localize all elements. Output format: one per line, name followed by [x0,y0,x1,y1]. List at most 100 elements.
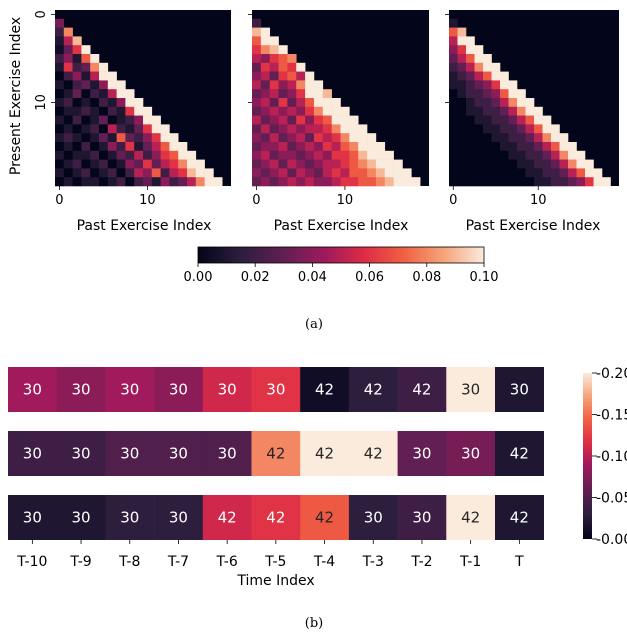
heatmap-cell [525,168,535,178]
heatmap-cell [474,54,484,64]
heatmap-cell [457,150,467,160]
heatmap-cell [99,89,109,99]
heatmap-cell [508,159,518,169]
heatmap-cell [517,89,526,99]
heatmap-cell [143,133,153,143]
heatmap-cell [187,168,197,178]
heatmap-cell [313,142,324,152]
heatmap-cell [278,124,288,134]
heatmap-cell [260,98,270,108]
heatmap-cell [252,177,262,187]
heatmap-cell [340,115,350,125]
heatmap-cell [466,124,475,134]
heatmap-cell [305,150,315,160]
heatmap-cell [287,98,297,108]
heatmap-cell [367,142,377,152]
heatmap-cell [500,89,509,99]
colorbar-a-tick-label: 0.10 [470,270,499,285]
heatmap-cell [542,159,552,169]
heatmap-cell [260,80,270,90]
heatmap-cell [116,159,126,169]
heatmap-cell [393,177,403,187]
heatmap-cell [63,62,73,72]
heatmap-cell [296,89,306,99]
heatmap-cell [90,54,100,64]
heatmap-cell [287,80,297,90]
heatmap-cell [160,124,170,134]
heatmap-cell [116,177,126,187]
heatmap-cell [252,98,262,108]
heatmap-cell [500,71,509,81]
heatmap-cell [269,159,279,169]
heatmap-cell [602,177,611,187]
heatmap-cell [269,62,279,72]
heatmap-cell [251,495,301,540]
heatmap-cell [483,62,492,72]
heatmap-cell [269,106,279,116]
heatmap-cell [169,159,179,169]
heatmap-cell [517,142,526,152]
heatmap-cell [99,177,109,187]
heatmap-cell [340,159,350,169]
heatmap-cell [187,159,197,169]
heatmap-cell [508,80,518,90]
heatmap-cell [99,98,109,108]
cell-value-label: 30 [169,381,188,399]
heatmap-cell [491,177,501,187]
heatmap-cell [474,142,484,152]
cell-value-label: 30 [169,509,188,527]
heatmap-cell [169,168,179,178]
heatmap-cell [517,159,526,169]
heatmap-cell [151,177,161,187]
heatmap-cell [300,367,350,412]
heatmap-cell [466,36,475,46]
heatmap-cell [322,142,332,152]
heatmap-cell [525,124,535,134]
heatmap-cell [542,150,552,160]
heatmap-cell [534,142,543,152]
heatmap-cell [169,142,179,152]
colorbar-b-tick-label: -0.15 [596,408,627,424]
heatmap-cell [278,150,288,160]
heatmap-cell [55,168,65,178]
cell-value-label: 30 [461,381,480,399]
heatmap-cell [107,168,117,178]
heatmap-cell [278,54,288,64]
heatmap-cell [508,177,518,187]
heatmap-cell [269,80,279,90]
heatmap-cell [151,159,161,169]
heatmap-cell [63,168,73,178]
heatmap-cell [313,168,324,178]
cell-value-label: 30 [412,445,431,463]
heatmap-cell [349,150,359,160]
heatmap-cell [107,71,117,81]
heatmap-cell [72,124,82,134]
heatmap-cell [483,124,492,134]
y-tick-label: 0 [34,10,49,18]
heatmap-cell [125,150,135,160]
heatmap-cell [202,495,252,540]
heatmap-cell [466,54,475,64]
heatmap-cell [296,115,306,125]
heatmap-cell [252,71,262,81]
heatmap-cell [72,142,82,152]
heatmap-cell [260,142,270,152]
heatmap-cell [269,177,279,187]
heatmap-cell [99,150,109,160]
heatmap-cell [187,150,197,160]
cell-value-label: 30 [266,381,285,399]
heatmap-cell [384,159,394,169]
heatmap-cell [260,106,270,116]
heatmap-cell [296,150,306,160]
colorbar-a-tick-label: 0.06 [355,270,384,285]
heatmap-cell [160,159,170,169]
heatmap-cell [169,177,179,187]
heatmap-cell [367,133,377,143]
heatmap-cell [349,177,359,187]
heatmap-cell [340,177,350,187]
heatmap-cell [313,150,324,160]
heatmap-cell [134,159,144,169]
heatmap-cell [491,89,501,99]
heatmap-cell [105,367,155,412]
heatmap-cell [72,62,82,72]
